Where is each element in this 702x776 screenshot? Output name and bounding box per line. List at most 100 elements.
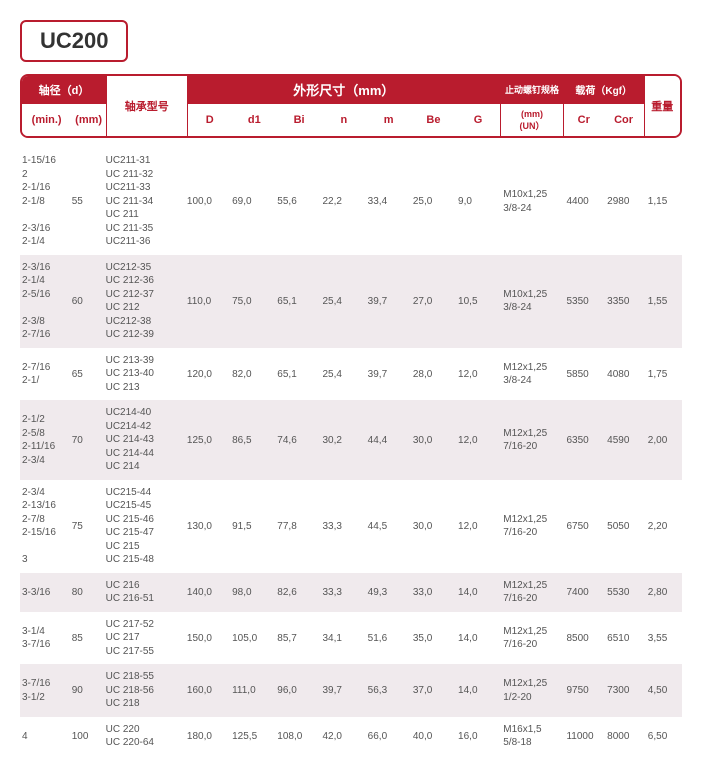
cell-mm: 90 <box>70 664 104 717</box>
cell-bolt: M10x1,25 3/8-24 <box>501 148 564 255</box>
cell-Be: 33,0 <box>411 573 456 612</box>
cell-d1: 82,0 <box>230 348 275 401</box>
cell-n: 34,1 <box>320 612 365 665</box>
cell-Bi: 74,6 <box>275 400 320 480</box>
cell-D: 150,0 <box>185 612 230 665</box>
table-row: 3-7/16 3-1/290UC 218-55 UC 218-56 UC 218… <box>20 664 682 717</box>
cell-model: UC 220 UC 220-64 <box>104 717 185 756</box>
cell-d1: 111,0 <box>230 664 275 717</box>
cell-Be: 25,0 <box>411 148 456 255</box>
cell-wt: 1,55 <box>646 255 682 348</box>
cell-model: UC215-44 UC215-45 UC 215-46 UC 215-47 UC… <box>104 480 185 573</box>
cell-D: 140,0 <box>185 573 230 612</box>
hdr-G: G <box>456 104 501 137</box>
cell-min: 3-1/4 3-7/16 <box>20 612 70 665</box>
cell-m: 56,3 <box>366 664 411 717</box>
cell-m: 39,7 <box>366 348 411 401</box>
cell-D: 100,0 <box>185 148 230 255</box>
cell-Cr: 5350 <box>564 255 605 348</box>
cell-D: 120,0 <box>185 348 230 401</box>
cell-n: 33,3 <box>320 573 365 612</box>
cell-G: 14,0 <box>456 573 501 612</box>
hdr-shaft-dia: 轴径（d） <box>22 76 106 104</box>
cell-Cor: 6510 <box>605 612 646 665</box>
cell-min: 2-3/16 2-1/4 2-5/16 2-3/8 2-7/16 <box>20 255 70 348</box>
cell-min: 2-3/4 2-13/16 2-7/8 2-15/16 3 <box>20 480 70 573</box>
cell-D: 125,0 <box>185 400 230 480</box>
cell-Cor: 3350 <box>605 255 646 348</box>
cell-m: 44,4 <box>366 400 411 480</box>
cell-wt: 3,55 <box>646 612 682 665</box>
cell-Bi: 65,1 <box>275 255 320 348</box>
cell-Cr: 11000 <box>564 717 605 756</box>
hdr-Cr: Cr <box>563 104 603 137</box>
cell-D: 180,0 <box>185 717 230 756</box>
cell-G: 14,0 <box>456 664 501 717</box>
cell-Bi: 108,0 <box>275 717 320 756</box>
cell-G: 12,0 <box>456 348 501 401</box>
cell-d1: 105,0 <box>230 612 275 665</box>
cell-Cr: 4400 <box>564 148 605 255</box>
table-header: 轴径（d） 轴承型号 外形尺寸（mm） 止动螺钉规格 载荷（Kgf） 重量 (m… <box>20 74 682 138</box>
table-row: 3-3/1680UC 216 UC 216-51140,098,082,633,… <box>20 573 682 612</box>
hdr-n: n <box>321 104 366 137</box>
cell-wt: 6,50 <box>646 717 682 756</box>
cell-min: 2-7/16 2-1/ <box>20 348 70 401</box>
cell-mm: 70 <box>70 400 104 480</box>
cell-bolt: M12x1,25 7/16-20 <box>501 480 564 573</box>
cell-wt: 2,20 <box>646 480 682 573</box>
cell-model: UC 217-52 UC 217 UC 217-55 <box>104 612 185 665</box>
cell-wt: 2,80 <box>646 573 682 612</box>
cell-G: 10,5 <box>456 255 501 348</box>
hdr-m: m <box>366 104 411 137</box>
cell-Bi: 85,7 <box>275 612 320 665</box>
cell-Cor: 4590 <box>605 400 646 480</box>
table-row: 2-7/16 2-1/65UC 213-39 UC 213-40 UC 2131… <box>20 348 682 401</box>
cell-n: 42,0 <box>320 717 365 756</box>
cell-n: 39,7 <box>320 664 365 717</box>
hdr-Cor: Cor <box>604 104 644 137</box>
cell-model: UC 213-39 UC 213-40 UC 213 <box>104 348 185 401</box>
cell-mm: 85 <box>70 612 104 665</box>
cell-n: 22,2 <box>320 148 365 255</box>
cell-d1: 75,0 <box>230 255 275 348</box>
cell-n: 30,2 <box>320 400 365 480</box>
cell-bolt: M10x1,25 3/8-24 <box>501 255 564 348</box>
cell-D: 110,0 <box>185 255 230 348</box>
cell-n: 25,4 <box>320 255 365 348</box>
cell-Cr: 8500 <box>564 612 605 665</box>
cell-Cor: 8000 <box>605 717 646 756</box>
cell-D: 160,0 <box>185 664 230 717</box>
cell-Cor: 5050 <box>605 480 646 573</box>
cell-Cr: 9750 <box>564 664 605 717</box>
cell-model: UC212-35 UC 212-36 UC 212-37 UC 212 UC21… <box>104 255 185 348</box>
cell-bolt: M12x1,25 7/16-20 <box>501 573 564 612</box>
cell-G: 16,0 <box>456 717 501 756</box>
cell-m: 66,0 <box>366 717 411 756</box>
cell-Be: 30,0 <box>411 400 456 480</box>
cell-n: 25,4 <box>320 348 365 401</box>
hdr-dim-group: 外形尺寸（mm） <box>187 76 501 104</box>
hdr-d1: d1 <box>232 104 277 137</box>
cell-model: UC 216 UC 216-51 <box>104 573 185 612</box>
cell-min: 4 <box>20 717 70 756</box>
hdr-wt: 重量 <box>644 76 680 136</box>
cell-G: 9,0 <box>456 148 501 255</box>
cell-G: 12,0 <box>456 400 501 480</box>
hdr-bolt-sub: (mm) (UN） <box>501 104 564 137</box>
cell-d1: 125,5 <box>230 717 275 756</box>
cell-mm: 65 <box>70 348 104 401</box>
cell-model: UC211-31 UC 211-32 UC211-33 UC 211-34 UC… <box>104 148 185 255</box>
cell-wt: 4,50 <box>646 664 682 717</box>
cell-Cr: 5850 <box>564 348 605 401</box>
hdr-Bi: Bi <box>277 104 322 137</box>
table-row: 3-1/4 3-7/1685UC 217-52 UC 217 UC 217-55… <box>20 612 682 665</box>
cell-Be: 35,0 <box>411 612 456 665</box>
cell-mm: 100 <box>70 717 104 756</box>
cell-bolt: M12x1,25 3/8-24 <box>501 348 564 401</box>
cell-wt: 1,15 <box>646 148 682 255</box>
cell-min: 1-15/16 2 2-1/16 2-1/8 2-3/16 2-1/4 <box>20 148 70 255</box>
cell-Cor: 7300 <box>605 664 646 717</box>
cell-Be: 28,0 <box>411 348 456 401</box>
cell-bolt: M12x1,25 1/2-20 <box>501 664 564 717</box>
